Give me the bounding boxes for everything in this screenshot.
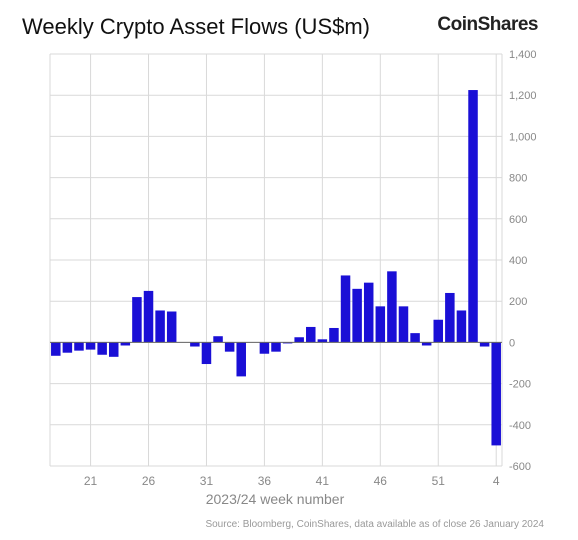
bar [74, 342, 84, 351]
bar [410, 333, 420, 343]
y-tick-label: 600 [509, 214, 527, 226]
bar [108, 342, 119, 357]
x-tick-label: 26 [142, 474, 156, 488]
bar [317, 339, 328, 343]
y-tick-label: 0 [509, 337, 515, 349]
x-tick-label: 21 [84, 474, 98, 488]
y-tick-label: -200 [509, 379, 531, 391]
y-tick-label: 800 [509, 173, 527, 185]
bar [352, 288, 362, 343]
brand-logo: CoinShares [437, 14, 538, 35]
bar [166, 311, 177, 343]
bar [51, 342, 61, 356]
bar [201, 342, 212, 365]
source-note: Source: Bloomberg, CoinShares, data avai… [205, 519, 544, 530]
bar [259, 342, 270, 354]
bar [306, 326, 316, 343]
y-tick-label: -400 [509, 420, 531, 432]
x-tick-label: 46 [374, 474, 388, 488]
bar [282, 342, 293, 344]
bar [375, 306, 386, 343]
bar [120, 342, 131, 346]
bar [155, 310, 165, 343]
bar [224, 342, 235, 352]
x-tick-label: 4 [493, 474, 500, 488]
bar [398, 306, 409, 343]
y-tick-label: -600 [509, 461, 531, 473]
bar [421, 342, 432, 346]
y-tick-label: 1,200 [509, 90, 537, 102]
bar [132, 297, 142, 343]
bar [340, 275, 351, 343]
bar [363, 282, 374, 343]
bar [491, 342, 501, 446]
y-tick-label: 1,000 [509, 131, 537, 143]
x-axis-title: 2023/24 week number [205, 491, 345, 507]
y-tick-label: 200 [509, 296, 527, 308]
x-tick-label: 41 [316, 474, 330, 488]
bar [213, 336, 223, 343]
bar [479, 342, 490, 347]
bar [236, 342, 246, 377]
bar [294, 337, 304, 343]
bar [387, 271, 397, 343]
x-tick-label: 36 [258, 474, 272, 488]
y-tick-label: 1,400 [509, 49, 537, 61]
bar [445, 292, 455, 343]
bar [85, 342, 96, 350]
bar [62, 342, 73, 353]
x-tick-label: 51 [432, 474, 446, 488]
y-tick-label: 400 [509, 255, 527, 267]
bar [143, 290, 154, 343]
bar [190, 342, 200, 347]
chart-title: Weekly Crypto Asset Flows (US$m) [22, 14, 371, 39]
bar [468, 90, 478, 343]
bar [456, 310, 467, 343]
bar [97, 342, 107, 355]
bar [433, 319, 444, 343]
bar [329, 327, 339, 343]
x-tick-label: 31 [200, 474, 214, 488]
bar [271, 342, 281, 352]
